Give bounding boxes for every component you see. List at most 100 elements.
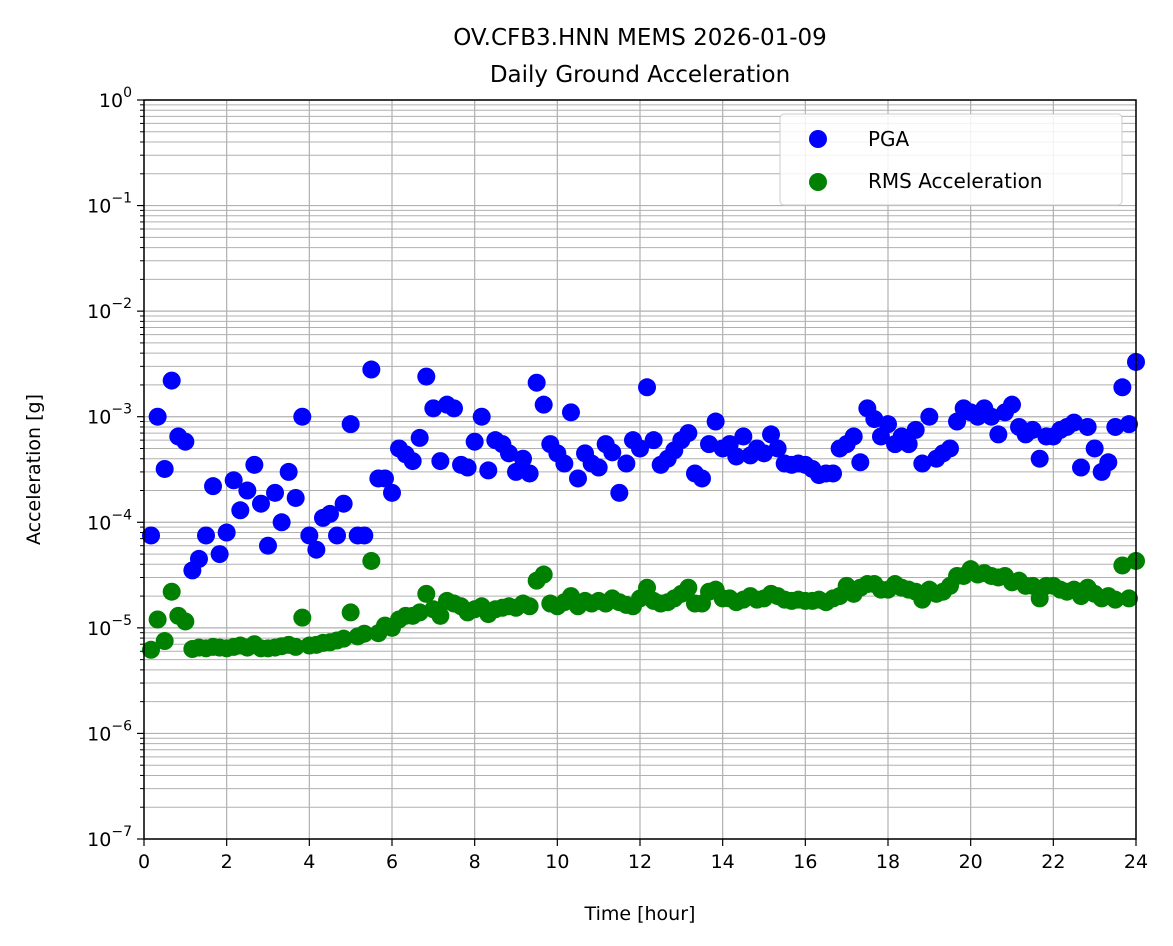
- data-point: [259, 536, 277, 555]
- data-point: [679, 424, 698, 443]
- data-point: [479, 461, 498, 480]
- legend-box: [779, 113, 1123, 206]
- data-point: [465, 432, 484, 451]
- axis-ticks: 0 2 4 6 8 10 12 14 16 18 20 22 2410−710−610−510−410−…: [87, 85, 1148, 873]
- data-point: [762, 425, 781, 444]
- data-point: [355, 624, 374, 643]
- series-rms-acceleration: [142, 551, 1145, 659]
- data-point: [334, 629, 353, 648]
- data-point: [155, 632, 174, 651]
- data-point: [824, 464, 843, 483]
- data-point: [527, 373, 546, 392]
- x-tick-label: 2: [221, 851, 233, 873]
- x-tick-label: 16: [793, 851, 817, 873]
- x-tick-label: 24: [1124, 851, 1148, 873]
- legend-marker-rms: [809, 173, 827, 191]
- y-tick-label: 10−2: [87, 296, 132, 323]
- data-point: [155, 459, 174, 478]
- data-point: [851, 453, 870, 472]
- data-point: [1113, 556, 1132, 575]
- data-point: [727, 447, 746, 466]
- data-point: [272, 513, 291, 532]
- data-point: [899, 435, 918, 454]
- data-point: [1003, 395, 1021, 414]
- data-point: [197, 526, 215, 545]
- data-point: [638, 378, 657, 397]
- data-point: [1119, 415, 1138, 434]
- x-tick-label: 12: [628, 851, 652, 873]
- x-tick-label: 10: [545, 851, 569, 873]
- data-point: [321, 504, 339, 523]
- x-tick-label: 20: [959, 851, 983, 873]
- data-point: [472, 407, 491, 426]
- data-point: [148, 407, 167, 426]
- data-point: [266, 483, 285, 502]
- data-point: [941, 439, 959, 458]
- data-point: [768, 439, 787, 458]
- data-point: [603, 443, 622, 462]
- data-point: [142, 640, 161, 659]
- data-point: [224, 471, 243, 490]
- data-point: [189, 549, 208, 568]
- data-point: [231, 501, 250, 520]
- y-tick-label: 10−5: [87, 613, 132, 640]
- data-point: [307, 540, 326, 559]
- y-tick-label: 10−1: [87, 191, 132, 218]
- data-point: [514, 449, 533, 468]
- data-point: [679, 578, 698, 597]
- grid: [143, 99, 1137, 840]
- data-point: [417, 367, 436, 386]
- x-tick-label: 6: [386, 851, 398, 873]
- data-point: [589, 458, 608, 477]
- data-point: [445, 399, 463, 418]
- data-point: [210, 545, 229, 564]
- y-tick-label: 10−3: [87, 402, 132, 429]
- data-point: [534, 565, 553, 584]
- data-point: [341, 603, 360, 622]
- data-point: [1106, 417, 1125, 436]
- data-point: [245, 455, 264, 474]
- legend-marker-pga: [809, 130, 827, 148]
- data-point: [982, 407, 1001, 426]
- legend: PGA RMS Acceleration: [779, 113, 1123, 206]
- data-point: [610, 483, 629, 502]
- data-point: [217, 523, 236, 542]
- data-point: [920, 407, 939, 426]
- data-point: [176, 612, 195, 631]
- y-tick-label: 10−7: [87, 824, 132, 851]
- data-point: [1072, 458, 1091, 477]
- data-point: [1085, 439, 1104, 458]
- data-point: [844, 427, 863, 446]
- data-point: [1099, 453, 1118, 472]
- data-point: [1106, 590, 1125, 609]
- x-tick-label: 18: [876, 851, 900, 873]
- data-point: [362, 360, 381, 379]
- data-point: [693, 469, 711, 488]
- data-point: [755, 444, 773, 463]
- data-point: [458, 458, 477, 477]
- data-point: [520, 464, 539, 483]
- data-point: [142, 526, 161, 545]
- data-point: [362, 551, 381, 570]
- data-point: [913, 454, 932, 473]
- plot-frame: [143, 99, 1137, 840]
- data-point: [355, 526, 374, 545]
- data-point: [534, 395, 553, 414]
- data-point: [238, 481, 257, 500]
- data-point: [1065, 413, 1083, 432]
- data-point: [383, 483, 401, 502]
- y-tick-label: 10−6: [87, 718, 132, 745]
- data-point: [431, 452, 450, 471]
- data-points: [142, 352, 1145, 659]
- data-point: [162, 582, 181, 601]
- data-point: [1078, 417, 1097, 436]
- data-point: [1023, 420, 1042, 439]
- data-point: [1030, 449, 1049, 468]
- data-point: [499, 444, 518, 463]
- x-tick-label: 14: [711, 851, 735, 873]
- data-point: [176, 432, 195, 451]
- data-point: [410, 603, 429, 622]
- chart-subtitle: Daily Ground Acceleration: [490, 62, 790, 88]
- data-point: [865, 410, 884, 429]
- x-tick-label: 0: [138, 851, 150, 873]
